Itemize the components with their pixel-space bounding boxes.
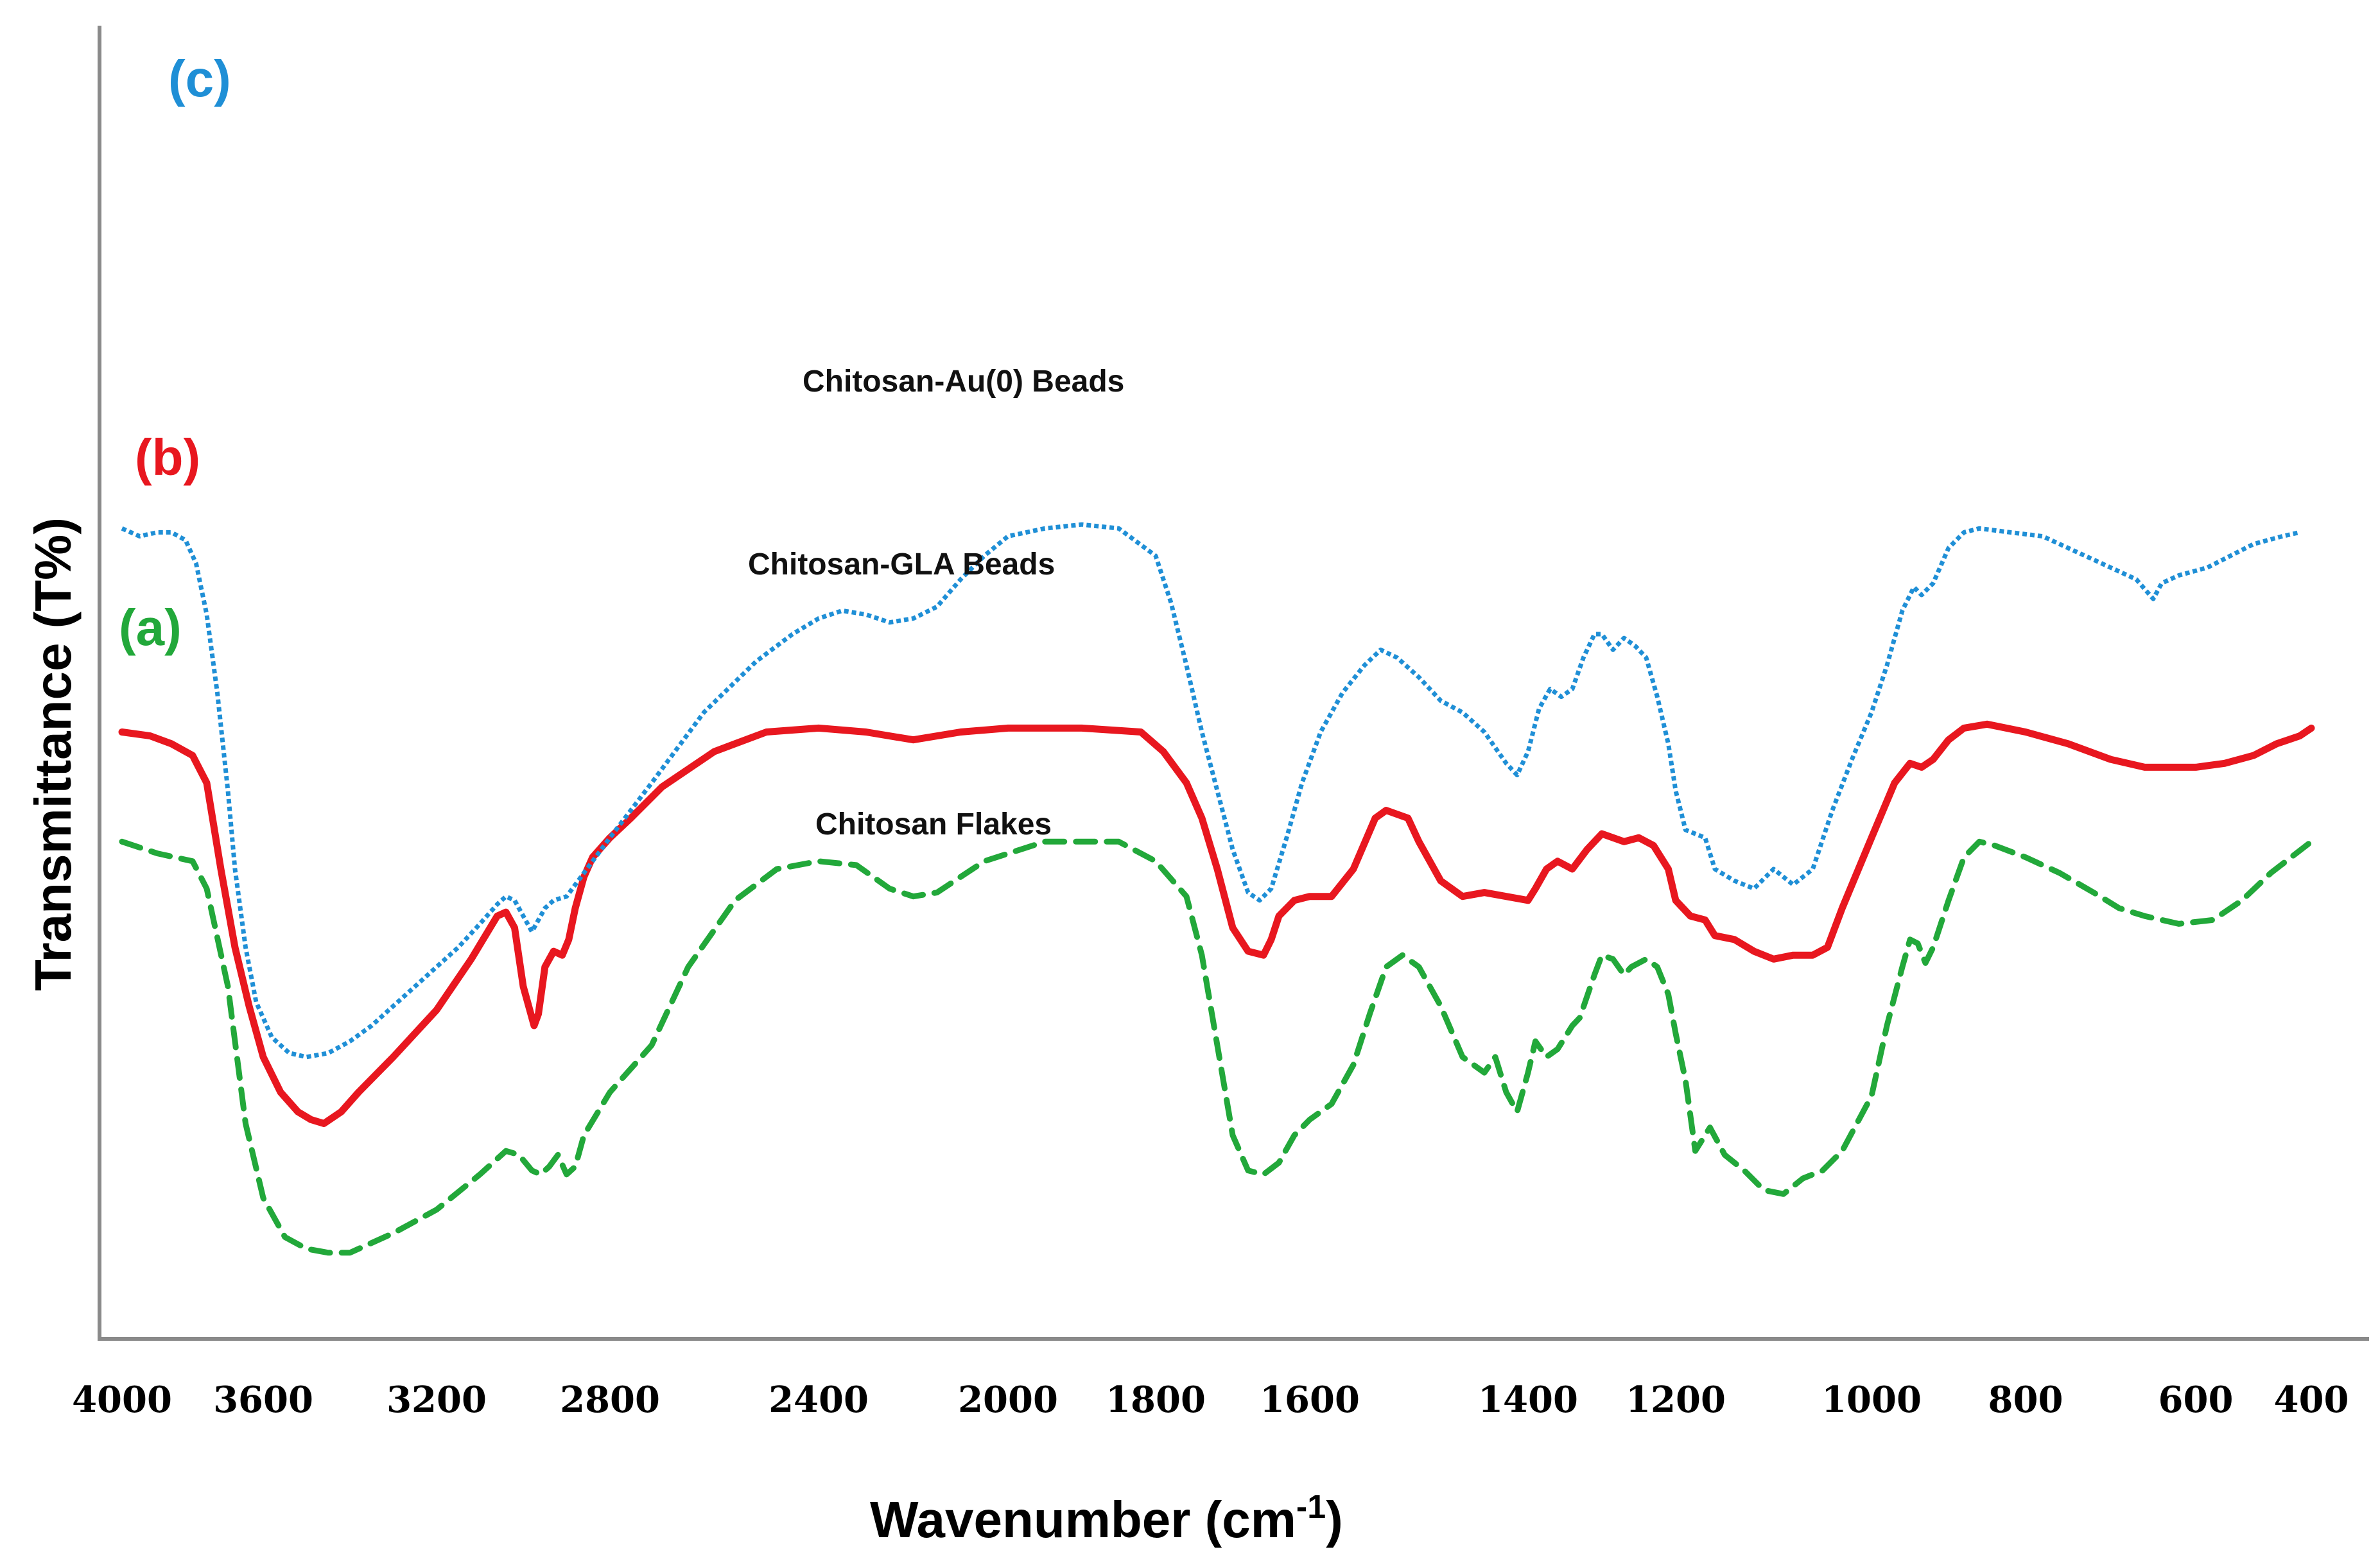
x-axis-title-text: Wavenumber: [870, 1491, 1190, 1548]
series-line-c: [121, 522, 2300, 1060]
x-axis-title: Wavenumber (cm-1): [870, 1488, 1343, 1548]
series-line-a: [119, 838, 2315, 1256]
tag-b: (b): [135, 429, 200, 486]
x-tick-label-400: 400: [2274, 1379, 2349, 1421]
x-axis-title-unit-exp: -1: [1296, 1488, 1326, 1526]
x-tick-label-1000: 1000: [1821, 1379, 1922, 1421]
x-axis-title-close-paren: ): [1326, 1491, 1343, 1548]
x-tick-label-1200: 1200: [1626, 1379, 1726, 1421]
x-tick-label-3200: 3200: [387, 1379, 487, 1421]
x-tick-labels: 4000 3600 3200 2800 2400 2000 1800 1600 1400 1200…: [72, 1379, 2349, 1421]
label-chitosan-flakes: Chitosan Flakes: [815, 807, 1052, 841]
y-axis-title: Transmittance (T%): [24, 517, 82, 991]
x-tick-label-4000: 4000: [72, 1379, 172, 1421]
x-tick-label-1800: 1800: [1106, 1379, 1206, 1421]
x-tick-label-1400: 1400: [1478, 1379, 1578, 1421]
label-chitosan-gla-beads: Chitosan-GLA Beads: [748, 547, 1055, 582]
series-lines: [118, 522, 2315, 1256]
x-tick-label-2000: 2000: [958, 1379, 1058, 1421]
x-axis-title-unit: cm: [1222, 1491, 1296, 1548]
x-tick-label-600: 600: [2159, 1379, 2234, 1421]
x-axis-title-open-paren: (: [1190, 1491, 1222, 1548]
x-tick-label-3600: 3600: [213, 1379, 313, 1421]
x-tick-label-2400: 2400: [769, 1379, 869, 1421]
series-line-b: [118, 720, 2315, 1127]
tag-c: (c): [168, 50, 231, 107]
label-chitosan-au-beads: Chitosan-Au(0) Beads: [803, 365, 1124, 399]
x-tick-label-2800: 2800: [560, 1379, 660, 1421]
x-tick-label-800: 800: [1988, 1379, 2063, 1421]
tag-a: (a): [119, 599, 182, 656]
x-tick-label-1600: 1600: [1260, 1379, 1360, 1421]
